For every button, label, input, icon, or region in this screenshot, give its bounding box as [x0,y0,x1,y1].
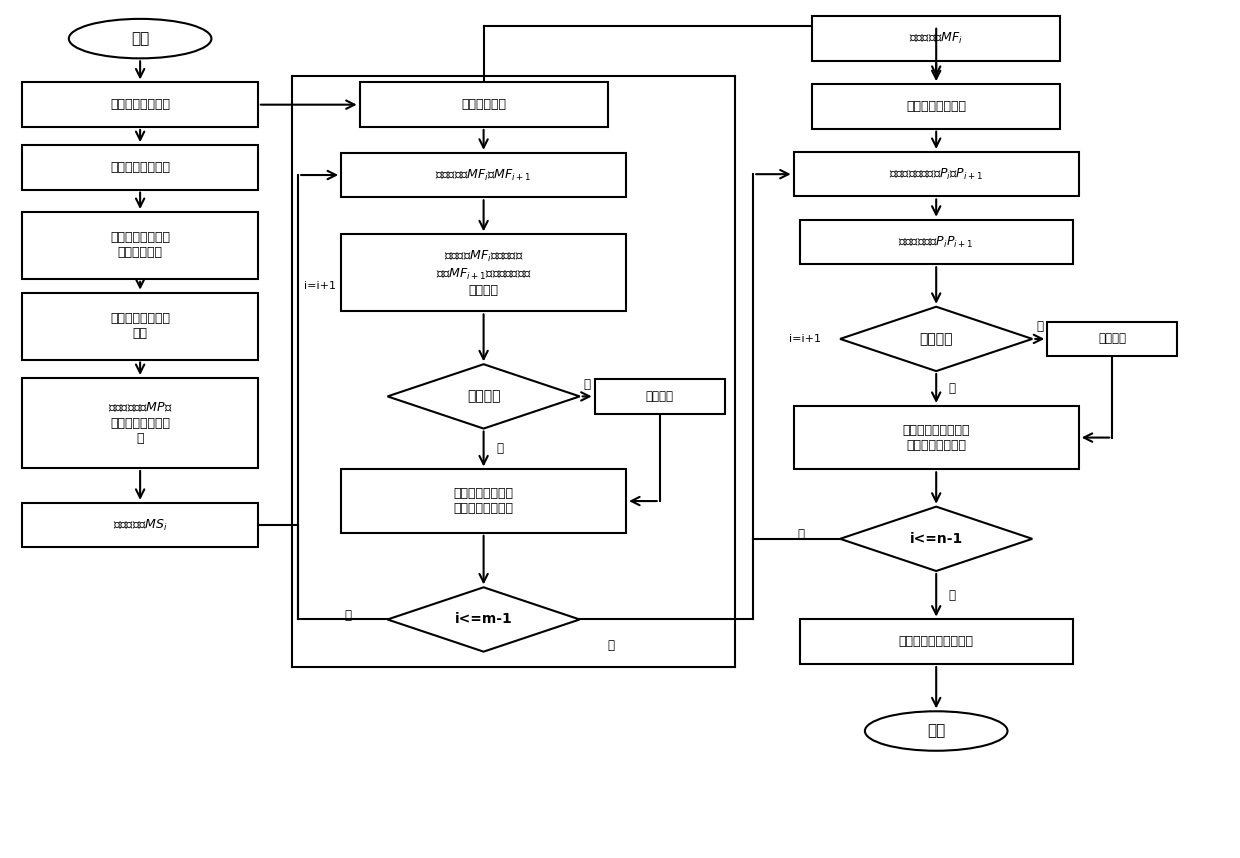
Text: 创建连接$MF_i$上终止检测
点与$MF_{i+1}$上起始检测点的
有向线段: 创建连接$MF_i$上终止检测 点与$MF_{i+1}$上起始检测点的 有向线段 [435,249,532,297]
Polygon shape [841,307,1032,371]
Text: 是: 是 [797,528,804,541]
Text: i=i+1: i=i+1 [790,334,821,344]
Text: 取检测特征$MF_i$和$MF_{i+1}$: 取检测特征$MF_i$和$MF_{i+1}$ [435,167,532,183]
Text: 取检测点的偏置点$P_i$和$P_{i+1}$: 取检测点的偏置点$P_i$和$P_{i+1}$ [889,166,983,182]
FancyBboxPatch shape [360,82,608,127]
FancyBboxPatch shape [22,378,258,468]
Text: 创建相交: 创建相交 [466,390,501,403]
FancyBboxPatch shape [812,84,1060,129]
FancyBboxPatch shape [22,212,258,279]
Text: 是: 是 [1037,320,1043,334]
Ellipse shape [69,19,212,58]
FancyBboxPatch shape [22,503,258,547]
Polygon shape [387,364,580,428]
FancyBboxPatch shape [1047,322,1178,356]
Ellipse shape [866,711,1007,751]
Text: 读取零件工艺模型: 读取零件工艺模型 [110,98,170,112]
FancyBboxPatch shape [794,152,1079,196]
Text: 生成无干涉的检测路径: 生成无干涉的检测路径 [899,635,973,649]
Text: 是: 是 [584,378,590,391]
FancyBboxPatch shape [341,153,626,197]
Text: 否: 否 [949,589,956,601]
Text: 否: 否 [608,638,614,652]
FancyBboxPatch shape [812,16,1060,61]
Text: 干涉检查: 干涉检查 [646,390,673,403]
Text: 开始: 开始 [131,31,149,46]
Text: 创建相交: 创建相交 [919,332,954,346]
FancyBboxPatch shape [800,220,1073,264]
FancyBboxPatch shape [341,469,626,533]
Text: 是: 是 [345,608,351,622]
FancyBboxPatch shape [341,234,626,311]
Text: i<=m-1: i<=m-1 [455,613,512,626]
Text: 检测特征排序: 检测特征排序 [461,98,506,112]
Polygon shape [841,506,1032,571]
Text: 取检测特征$MF_i$: 取检测特征$MF_i$ [909,31,963,46]
FancyBboxPatch shape [22,145,258,190]
Polygon shape [387,587,580,652]
Text: 确定检测工序$MP$并
进行检测工步级规
划: 确定检测工序$MP$并 进行检测工步级规 划 [108,402,172,444]
Text: 创建有向线段$P_iP_{i+1}$: 创建有向线段$P_iP_{i+1}$ [899,234,973,250]
FancyBboxPatch shape [595,379,724,414]
FancyBboxPatch shape [22,82,258,127]
Text: 得到测头在该两个
特征间的移动路径: 得到测头在该两个 特征间的移动路径 [454,487,513,515]
Text: i<=n-1: i<=n-1 [910,532,962,546]
FancyBboxPatch shape [22,293,258,360]
Text: 取检测工步$MS_i$: 取检测工步$MS_i$ [113,517,167,533]
Text: 否: 否 [496,443,503,456]
Text: 得到测头在该两个检
测点间的移动路径: 得到测头在该两个检 测点间的移动路径 [903,424,970,451]
Text: 干涉检查: 干涉检查 [1099,332,1126,346]
Text: 读取零件特征识别
结果列表文件: 读取零件特征识别 结果列表文件 [110,232,170,259]
Text: 否: 否 [949,382,956,395]
FancyBboxPatch shape [800,619,1073,664]
Text: 特征内检测点排序: 特征内检测点排序 [906,100,966,113]
FancyBboxPatch shape [794,406,1079,469]
Text: 获取工艺凸台侧面
列表: 获取工艺凸台侧面 列表 [110,312,170,340]
Text: i=i+1: i=i+1 [305,281,336,291]
Text: 读取工艺凸台模型: 读取工艺凸台模型 [110,160,170,174]
Text: 结束: 结束 [928,723,945,739]
